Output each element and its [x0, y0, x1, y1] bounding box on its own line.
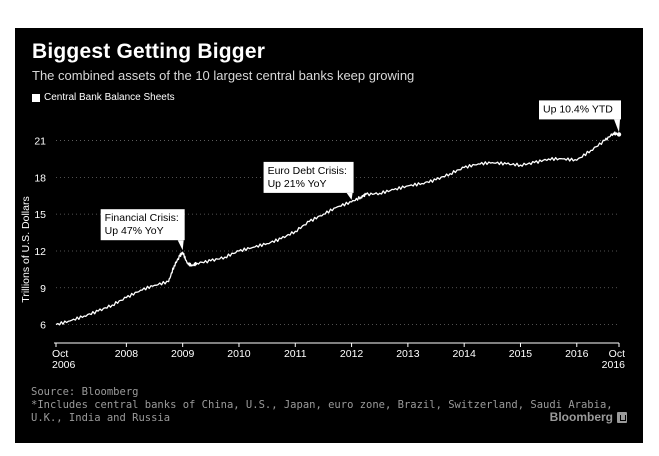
x-tick-label: 2011	[284, 348, 307, 360]
series	[55, 131, 622, 326]
brand: Bloomberg	[550, 410, 627, 424]
x-tick-label: Oct	[52, 348, 68, 360]
chart-subtitle: The combined assets of the 10 largest ce…	[32, 68, 415, 83]
series-endpoint	[616, 132, 622, 137]
annotation-pointer	[177, 240, 184, 251]
x-tick-label: 2010	[227, 348, 251, 360]
annotation-callout: Up 10.4% YTD	[539, 100, 621, 133]
y-axis-label: Trillions of U.S. Dollars	[20, 196, 32, 302]
x-tick-label: 2014	[452, 348, 476, 360]
legend: Central Bank Balance Sheets	[32, 92, 175, 103]
y-tick-label: 12	[34, 246, 46, 258]
brand-name: Bloomberg	[549, 410, 613, 424]
annotation-text: Financial Crisis:	[105, 212, 179, 224]
chart-card: Biggest Getting Bigger The combined asse…	[15, 28, 643, 443]
annotation-callout: Euro Debt Crisis:Up 21% YoY	[263, 161, 354, 200]
x-tick-label-year: 2006	[52, 359, 76, 371]
footnote-line-1: *Includes central banks of China, U.S., …	[31, 399, 613, 411]
annotation-text: Up 10.4% YTD	[543, 103, 613, 115]
chart-title: Biggest Getting Bigger	[32, 40, 266, 63]
annotation-box	[263, 161, 354, 193]
annotation-box	[539, 100, 621, 120]
legend-label: Central Bank Balance Sheets	[44, 92, 175, 103]
y-tick-label: 21	[34, 136, 46, 148]
x-tick-label: 2013	[396, 348, 420, 360]
bloomberg-logo-icon	[617, 411, 627, 423]
annotations: Financial Crisis:Up 47% YoY Euro Debt Cri…	[100, 100, 621, 251]
annotation-pointer	[614, 119, 620, 133]
annotation-box	[100, 209, 185, 241]
x-tick-label-year: 2016	[602, 359, 626, 371]
annotation-callout: Financial Crisis:Up 47% YoY	[100, 209, 185, 251]
source-text: Source: Bloomberg	[31, 386, 139, 398]
y-tick-label: 9	[40, 283, 46, 295]
y-tick-label: 6	[40, 320, 46, 332]
annotation-pointer	[346, 192, 353, 200]
annotation-text: Up 47% YoY	[105, 225, 164, 237]
y-tick-label: 15	[34, 209, 46, 221]
x-tick-label: 2008	[115, 348, 139, 360]
x-tick-label: 2012	[340, 348, 364, 360]
x-tick-label: Oct	[609, 348, 625, 360]
y-tick-label: 18	[34, 172, 46, 184]
x-tick-label: 2015	[509, 348, 533, 360]
annotation-text: Up 21% YoY	[268, 178, 327, 190]
footnote-line-2: U.K., India and Russia	[31, 412, 171, 424]
annotation-text: Euro Debt Crisis:	[268, 165, 347, 177]
legend-swatch	[32, 93, 40, 102]
x-tick-label: 2016	[565, 348, 589, 360]
series-line	[55, 131, 620, 326]
x-tick-label: 2009	[171, 348, 195, 360]
